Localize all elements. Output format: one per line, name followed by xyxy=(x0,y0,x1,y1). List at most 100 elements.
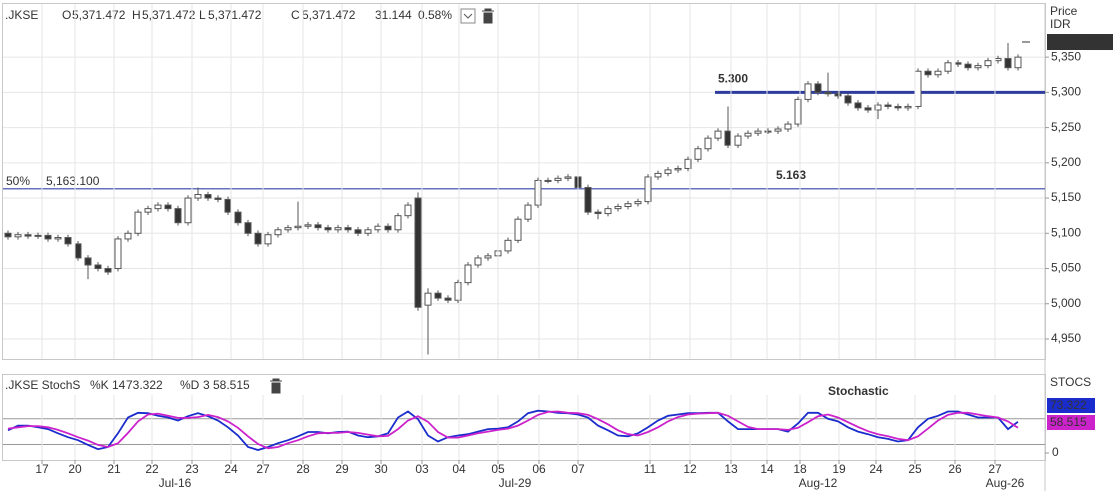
x-tick-label: 07 xyxy=(571,462,585,476)
x-tick-label: 24 xyxy=(869,462,883,476)
last-value-box xyxy=(1047,398,1095,413)
y-axis-title: STOCS xyxy=(1050,375,1091,389)
candle-body xyxy=(694,148,702,160)
candle-body xyxy=(524,204,532,220)
candle-body xyxy=(794,98,802,125)
candle-body xyxy=(394,215,402,231)
candle-body xyxy=(84,257,92,266)
y-tick-label: 4,950 xyxy=(1051,331,1081,345)
legend-d-name: %D xyxy=(180,378,200,392)
y-tick-label: 5,200 xyxy=(1051,155,1081,169)
candle-body xyxy=(744,132,752,137)
dropdown-button[interactable] xyxy=(460,8,476,24)
last-value-label: 73.322 xyxy=(1050,398,1087,412)
candle-body xyxy=(894,105,902,109)
candle-body xyxy=(924,70,932,76)
x-tick-label: 28 xyxy=(296,462,310,476)
delete-icon[interactable] xyxy=(482,8,494,24)
delete-indicator-icon[interactable] xyxy=(270,378,282,394)
candle-body xyxy=(114,238,122,270)
candle-body xyxy=(354,229,362,234)
candle-body xyxy=(724,130,732,146)
candle-body xyxy=(714,130,722,139)
legend-k-param: 14 xyxy=(112,378,126,392)
last-value-box xyxy=(1047,415,1095,430)
candle-body xyxy=(754,130,762,134)
toolbar-o: 5,371.472 xyxy=(72,8,126,22)
candle-body xyxy=(74,243,82,259)
y-tick-label: 5,350 xyxy=(1051,49,1081,63)
y-axis-title: Price xyxy=(1050,4,1078,18)
x-tick-label: 13 xyxy=(724,462,738,476)
month-label: Jul-29 xyxy=(499,476,532,490)
candle-body xyxy=(454,282,462,301)
toolbar-icons xyxy=(270,8,494,394)
x-tick-label: 23 xyxy=(185,462,199,476)
candle-body xyxy=(314,224,322,229)
x-tick-label: 27 xyxy=(256,462,270,476)
x-tick-label: 12 xyxy=(683,462,697,476)
toolbar-c-label: C xyxy=(291,8,300,22)
toolbar-change-pct: 0.58% xyxy=(418,8,452,22)
candle-body xyxy=(554,177,562,181)
candle-body xyxy=(64,237,72,245)
y-tick-label: 5,100 xyxy=(1051,225,1081,239)
y-axis-unit: IDR xyxy=(1050,17,1071,31)
x-tick-label: 30 xyxy=(374,462,388,476)
y-tick-label: 0 xyxy=(1052,445,1059,459)
x-tick-label: 24 xyxy=(224,462,238,476)
month-label: Jul-16 xyxy=(159,476,192,490)
candle-body xyxy=(484,255,492,259)
candle-body xyxy=(24,234,32,237)
candle-body xyxy=(584,186,592,213)
candle-body xyxy=(684,158,692,169)
candle-body xyxy=(374,225,382,231)
candle-body xyxy=(704,137,712,150)
x-tick-label: 05 xyxy=(491,462,505,476)
candle-body xyxy=(594,211,602,215)
last-price-box xyxy=(1047,34,1113,51)
candle-body xyxy=(104,268,112,273)
candle-body xyxy=(294,225,302,229)
candle-body xyxy=(414,197,422,308)
candle-body xyxy=(514,218,522,241)
candle-body xyxy=(814,83,822,93)
candle-body xyxy=(34,234,42,237)
candle-body xyxy=(324,227,332,231)
candle-body xyxy=(214,197,222,200)
x-tick-label: 11 xyxy=(644,462,657,476)
candle-body xyxy=(424,292,432,306)
candle-body xyxy=(884,104,892,107)
candle-body xyxy=(54,237,62,240)
toolbar-symbol: .JKSE xyxy=(5,8,38,22)
y-tick-label: 5,000 xyxy=(1051,296,1081,310)
x-tick-label: 22 xyxy=(145,462,159,476)
candle-body xyxy=(644,176,652,203)
candle-body xyxy=(284,227,292,231)
candle-body xyxy=(634,201,642,205)
last-value-label: 58.515 xyxy=(1050,415,1087,429)
candle-body xyxy=(944,62,952,72)
candle-body xyxy=(804,83,812,100)
candle-body xyxy=(144,208,152,213)
candle-body xyxy=(544,179,552,182)
candle-body xyxy=(734,135,742,146)
level-value: 5,163.100 xyxy=(46,174,100,188)
x-tick-label: 03 xyxy=(415,462,429,476)
candle-body xyxy=(764,130,772,133)
y-tick-label: 5,300 xyxy=(1051,85,1081,99)
stoch-line xyxy=(7,409,1019,451)
candle-body xyxy=(1014,56,1022,69)
x-tick-label: 04 xyxy=(452,462,466,476)
candle-body xyxy=(204,194,212,199)
stoch-line xyxy=(7,410,1019,450)
month-label: Aug-26 xyxy=(986,476,1025,490)
candle-body xyxy=(154,204,162,210)
candle-body xyxy=(674,167,682,171)
toolbar-o-label: O xyxy=(62,8,71,22)
candle-body xyxy=(444,297,452,301)
candle-body xyxy=(264,234,272,245)
candle-body xyxy=(954,62,962,65)
